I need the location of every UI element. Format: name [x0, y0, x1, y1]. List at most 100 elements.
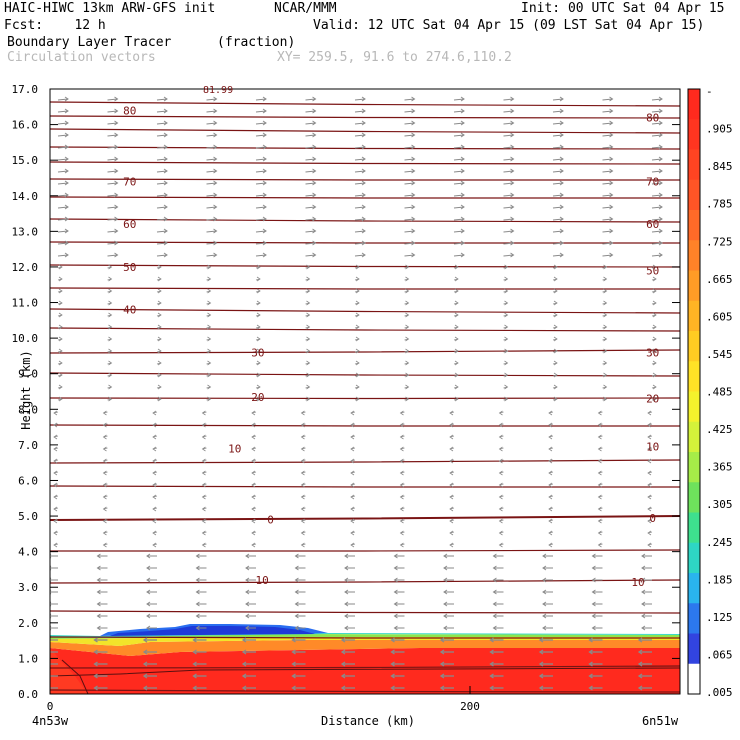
vector-arrow	[300, 422, 306, 428]
tracer-dark-blue-layer	[110, 626, 315, 636]
vector-arrow	[591, 565, 603, 571]
y-tick-label: 6.0	[18, 474, 38, 487]
vector-arrow	[57, 360, 63, 366]
vector-arrow	[404, 228, 416, 234]
vector-arrow	[443, 577, 454, 583]
vector-arrow	[647, 458, 653, 464]
vector-arrow	[390, 649, 405, 655]
vector-arrow	[255, 96, 267, 102]
colorbar-swatch	[688, 240, 700, 272]
vector-arrow	[354, 396, 360, 402]
vector-arrow	[344, 589, 355, 595]
vector-arrow	[300, 518, 306, 524]
vector-arrow	[489, 649, 504, 655]
vector-arrow	[641, 625, 652, 631]
vector-arrow	[255, 348, 261, 354]
colorbar-frame	[687, 88, 701, 695]
vector-arrow	[399, 446, 405, 452]
vector-arrow	[453, 288, 459, 294]
vector-arrow	[152, 422, 158, 428]
colorbar-swatch	[688, 482, 700, 514]
vector-arrow	[102, 434, 108, 440]
vector-arrow	[305, 372, 311, 378]
vector-arrow	[404, 204, 416, 210]
vector-arrow	[305, 324, 311, 330]
vector-arrow	[53, 506, 59, 512]
vector-arrow	[206, 276, 212, 282]
vector-arrow	[107, 96, 119, 102]
vector-arrow	[404, 192, 416, 198]
vector-arrow	[192, 637, 207, 643]
vector-arrow	[503, 120, 515, 126]
vector-arrow	[637, 649, 652, 655]
vector-arrow	[453, 96, 465, 102]
overlay-name: Circulation vectors	[7, 50, 156, 65]
vector-arrow	[552, 132, 564, 138]
vector-arrow	[245, 577, 256, 583]
vector-arrow	[350, 530, 356, 536]
vector-arrow	[503, 336, 509, 342]
vector-arrow	[597, 434, 603, 440]
vector-arrow	[404, 180, 416, 186]
vector-arrow	[206, 216, 218, 222]
vector-arrow	[552, 120, 564, 126]
vector-arrow	[449, 422, 455, 428]
vector-arrow	[344, 553, 355, 559]
vector-arrow	[404, 384, 410, 390]
y-tick-label: 12.0	[12, 261, 39, 274]
vector-arrow	[354, 132, 366, 138]
vector-arrow	[57, 324, 63, 330]
vector-arrow	[552, 300, 558, 306]
vector-arrow	[201, 446, 207, 452]
vector-arrow	[57, 288, 63, 294]
vector-arrow	[591, 589, 603, 595]
colorbar-swatch	[688, 300, 700, 332]
vector-arrow	[255, 276, 261, 282]
y-tick-label: 14.0	[12, 190, 39, 203]
vector-arrow	[201, 494, 207, 500]
vector-arrow	[647, 482, 653, 488]
colorbar-label: .905	[706, 123, 733, 136]
vector-arrow	[206, 132, 218, 138]
vector-arrow	[552, 252, 564, 258]
vector-arrow	[602, 108, 614, 114]
vector-arrow	[251, 434, 257, 440]
vector-arrow	[548, 470, 554, 476]
vector-arrow	[340, 661, 355, 667]
vector-arrow	[291, 649, 306, 655]
vector-arrow	[195, 553, 207, 559]
vector-arrow	[156, 156, 168, 162]
vector-arrow	[57, 336, 63, 342]
vector-arrow	[503, 204, 515, 210]
vector-arrow	[57, 216, 69, 222]
vector-arrow	[255, 288, 261, 294]
vector-arrow	[201, 518, 207, 524]
isotherm-line	[50, 549, 680, 552]
vector-arrow	[294, 577, 306, 583]
vector-arrow	[548, 530, 554, 536]
field-name: Boundary Layer Tracer	[7, 35, 172, 50]
colorbar-label: .665	[706, 273, 733, 286]
vector-arrow	[651, 228, 663, 234]
vector-arrow	[453, 144, 465, 150]
colorbar-swatch	[688, 119, 700, 151]
vector-arrow	[245, 613, 256, 619]
vector-arrow	[453, 108, 465, 114]
vector-arrow	[538, 673, 553, 679]
vector-arrow	[50, 613, 58, 619]
vector-arrow	[206, 312, 212, 318]
vector-arrow	[552, 288, 558, 294]
vector-arrow	[57, 192, 69, 198]
vector-arrow	[498, 410, 504, 416]
colorbar-swatch	[688, 663, 700, 695]
vector-arrow	[53, 530, 59, 536]
vector-arrow	[251, 542, 257, 548]
isotherm-label: 60	[123, 218, 136, 231]
vector-arrow	[201, 458, 207, 464]
vector-arrow	[201, 506, 207, 512]
vector-arrow	[399, 422, 405, 428]
vector-arrow	[50, 577, 58, 583]
vector-arrow	[195, 625, 207, 631]
vector-arrow	[354, 252, 366, 258]
